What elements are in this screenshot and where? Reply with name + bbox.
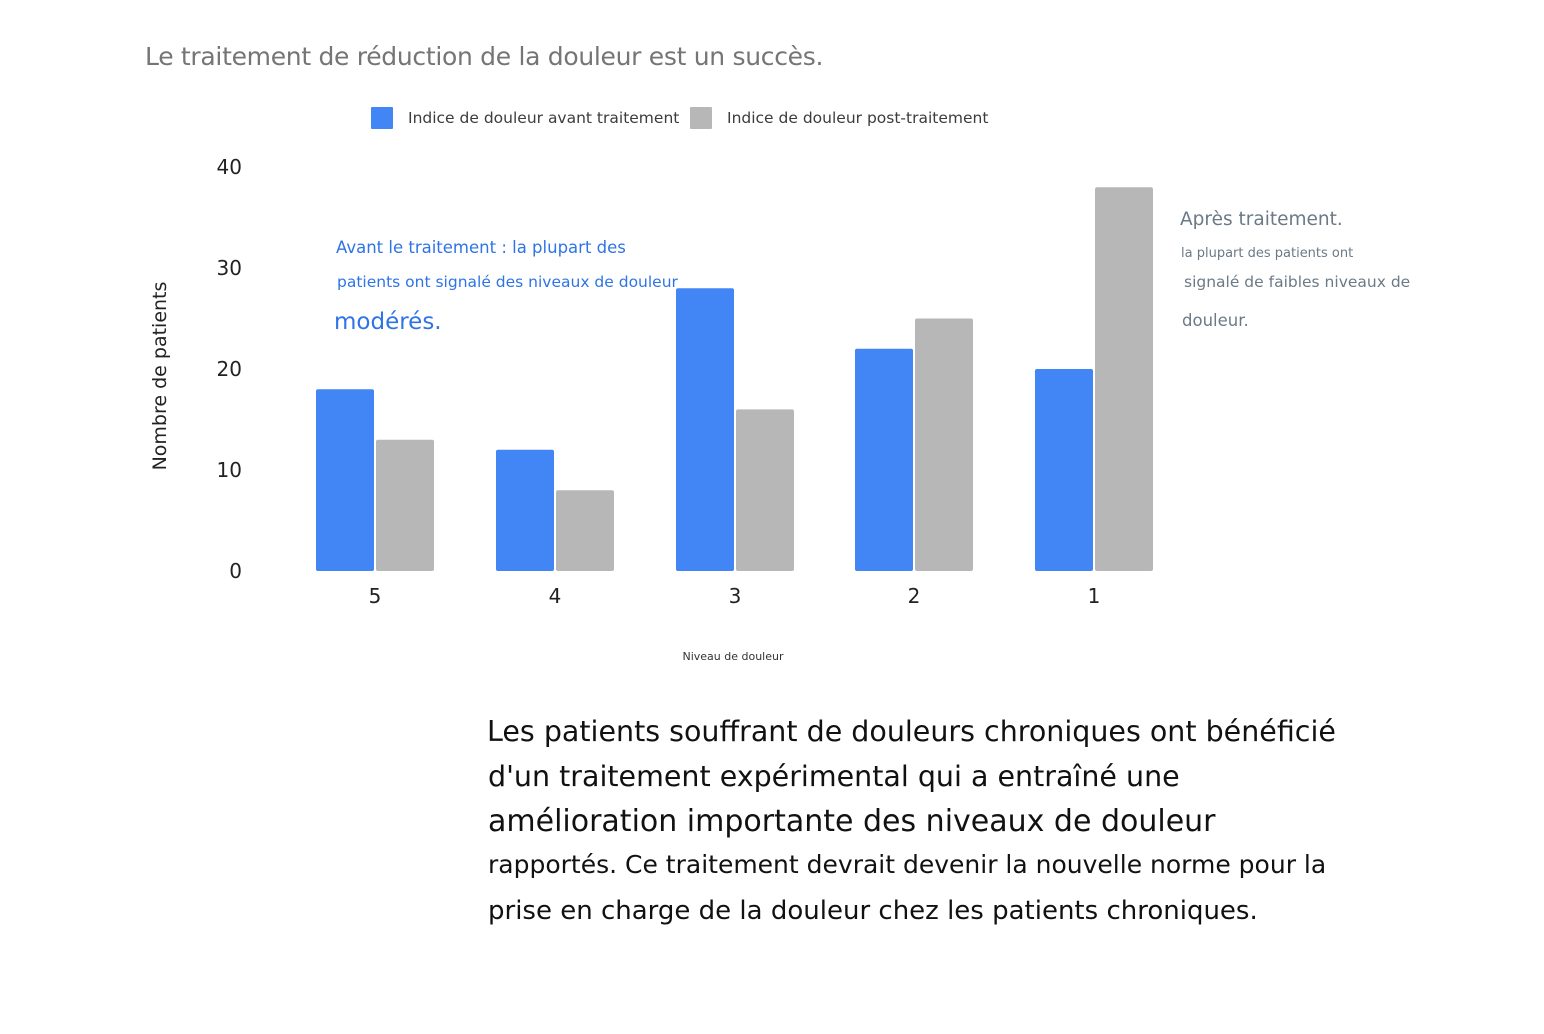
annotation-before-line2: patients ont signalé des niveaux de doul… <box>337 273 678 291</box>
x-tick-label: 3 <box>729 584 742 608</box>
annotation-before-line3: modérés. <box>334 309 442 335</box>
bar-after-level-4 <box>556 490 614 571</box>
annotation-before-line1: Avant le traitement : la plupart des <box>336 238 626 257</box>
bar-before-level-4 <box>496 449 554 571</box>
bar-before-level-5 <box>316 389 374 571</box>
x-tick-label: 1 <box>1088 584 1101 608</box>
legend-label-after: Indice de douleur post-traitement <box>727 109 989 127</box>
bar-after-level-3 <box>736 409 794 571</box>
y-tick-label: 40 <box>217 155 242 179</box>
y-axis-label: Nombre de patients <box>149 281 171 471</box>
description-line5: prise en charge de la douleur chez les p… <box>488 896 1258 926</box>
annotation-after-line4: douleur. <box>1182 311 1249 330</box>
x-axis-label: Niveau de douleur <box>682 650 784 663</box>
y-tick-label: 20 <box>217 357 242 381</box>
bar-after-level-2 <box>915 318 973 571</box>
y-tick-label: 30 <box>217 256 242 280</box>
x-tick-label: 4 <box>549 584 562 608</box>
annotation-after-line1: Après traitement. <box>1180 209 1343 230</box>
description-line1: Les patients souffrant de douleurs chron… <box>487 715 1336 748</box>
legend-swatch-before <box>371 107 393 129</box>
legend-item-before: Indice de douleur avant traitement <box>371 107 679 129</box>
bar-after-level-5 <box>376 439 434 571</box>
x-tick-label: 5 <box>369 584 382 608</box>
legend-item-after: Indice de douleur post-traitement <box>690 107 988 129</box>
bar-before-level-1 <box>1035 369 1093 571</box>
annotation-after-line2: la plupart des patients ont <box>1181 246 1354 261</box>
annotation-after-line3: signalé de faibles niveaux de <box>1184 273 1411 291</box>
bar-after-level-1 <box>1095 187 1153 571</box>
bar-before-level-3 <box>676 288 734 571</box>
bar-before-level-2 <box>855 348 913 571</box>
y-tick-label: 0 <box>229 559 242 583</box>
chart-title: Le traitement de réduction de la douleur… <box>145 42 824 71</box>
description-line4: rapportés. Ce traitement devrait devenir… <box>488 850 1327 879</box>
legend-label-before: Indice de douleur avant traitement <box>408 109 680 127</box>
x-tick-label: 2 <box>908 584 921 608</box>
description-line3: amélioration importante des niveaux de d… <box>488 804 1216 839</box>
legend-swatch-after <box>690 107 712 129</box>
y-tick-label: 10 <box>217 458 242 482</box>
description-line2: d'un traitement expérimental qui a entra… <box>488 760 1180 793</box>
